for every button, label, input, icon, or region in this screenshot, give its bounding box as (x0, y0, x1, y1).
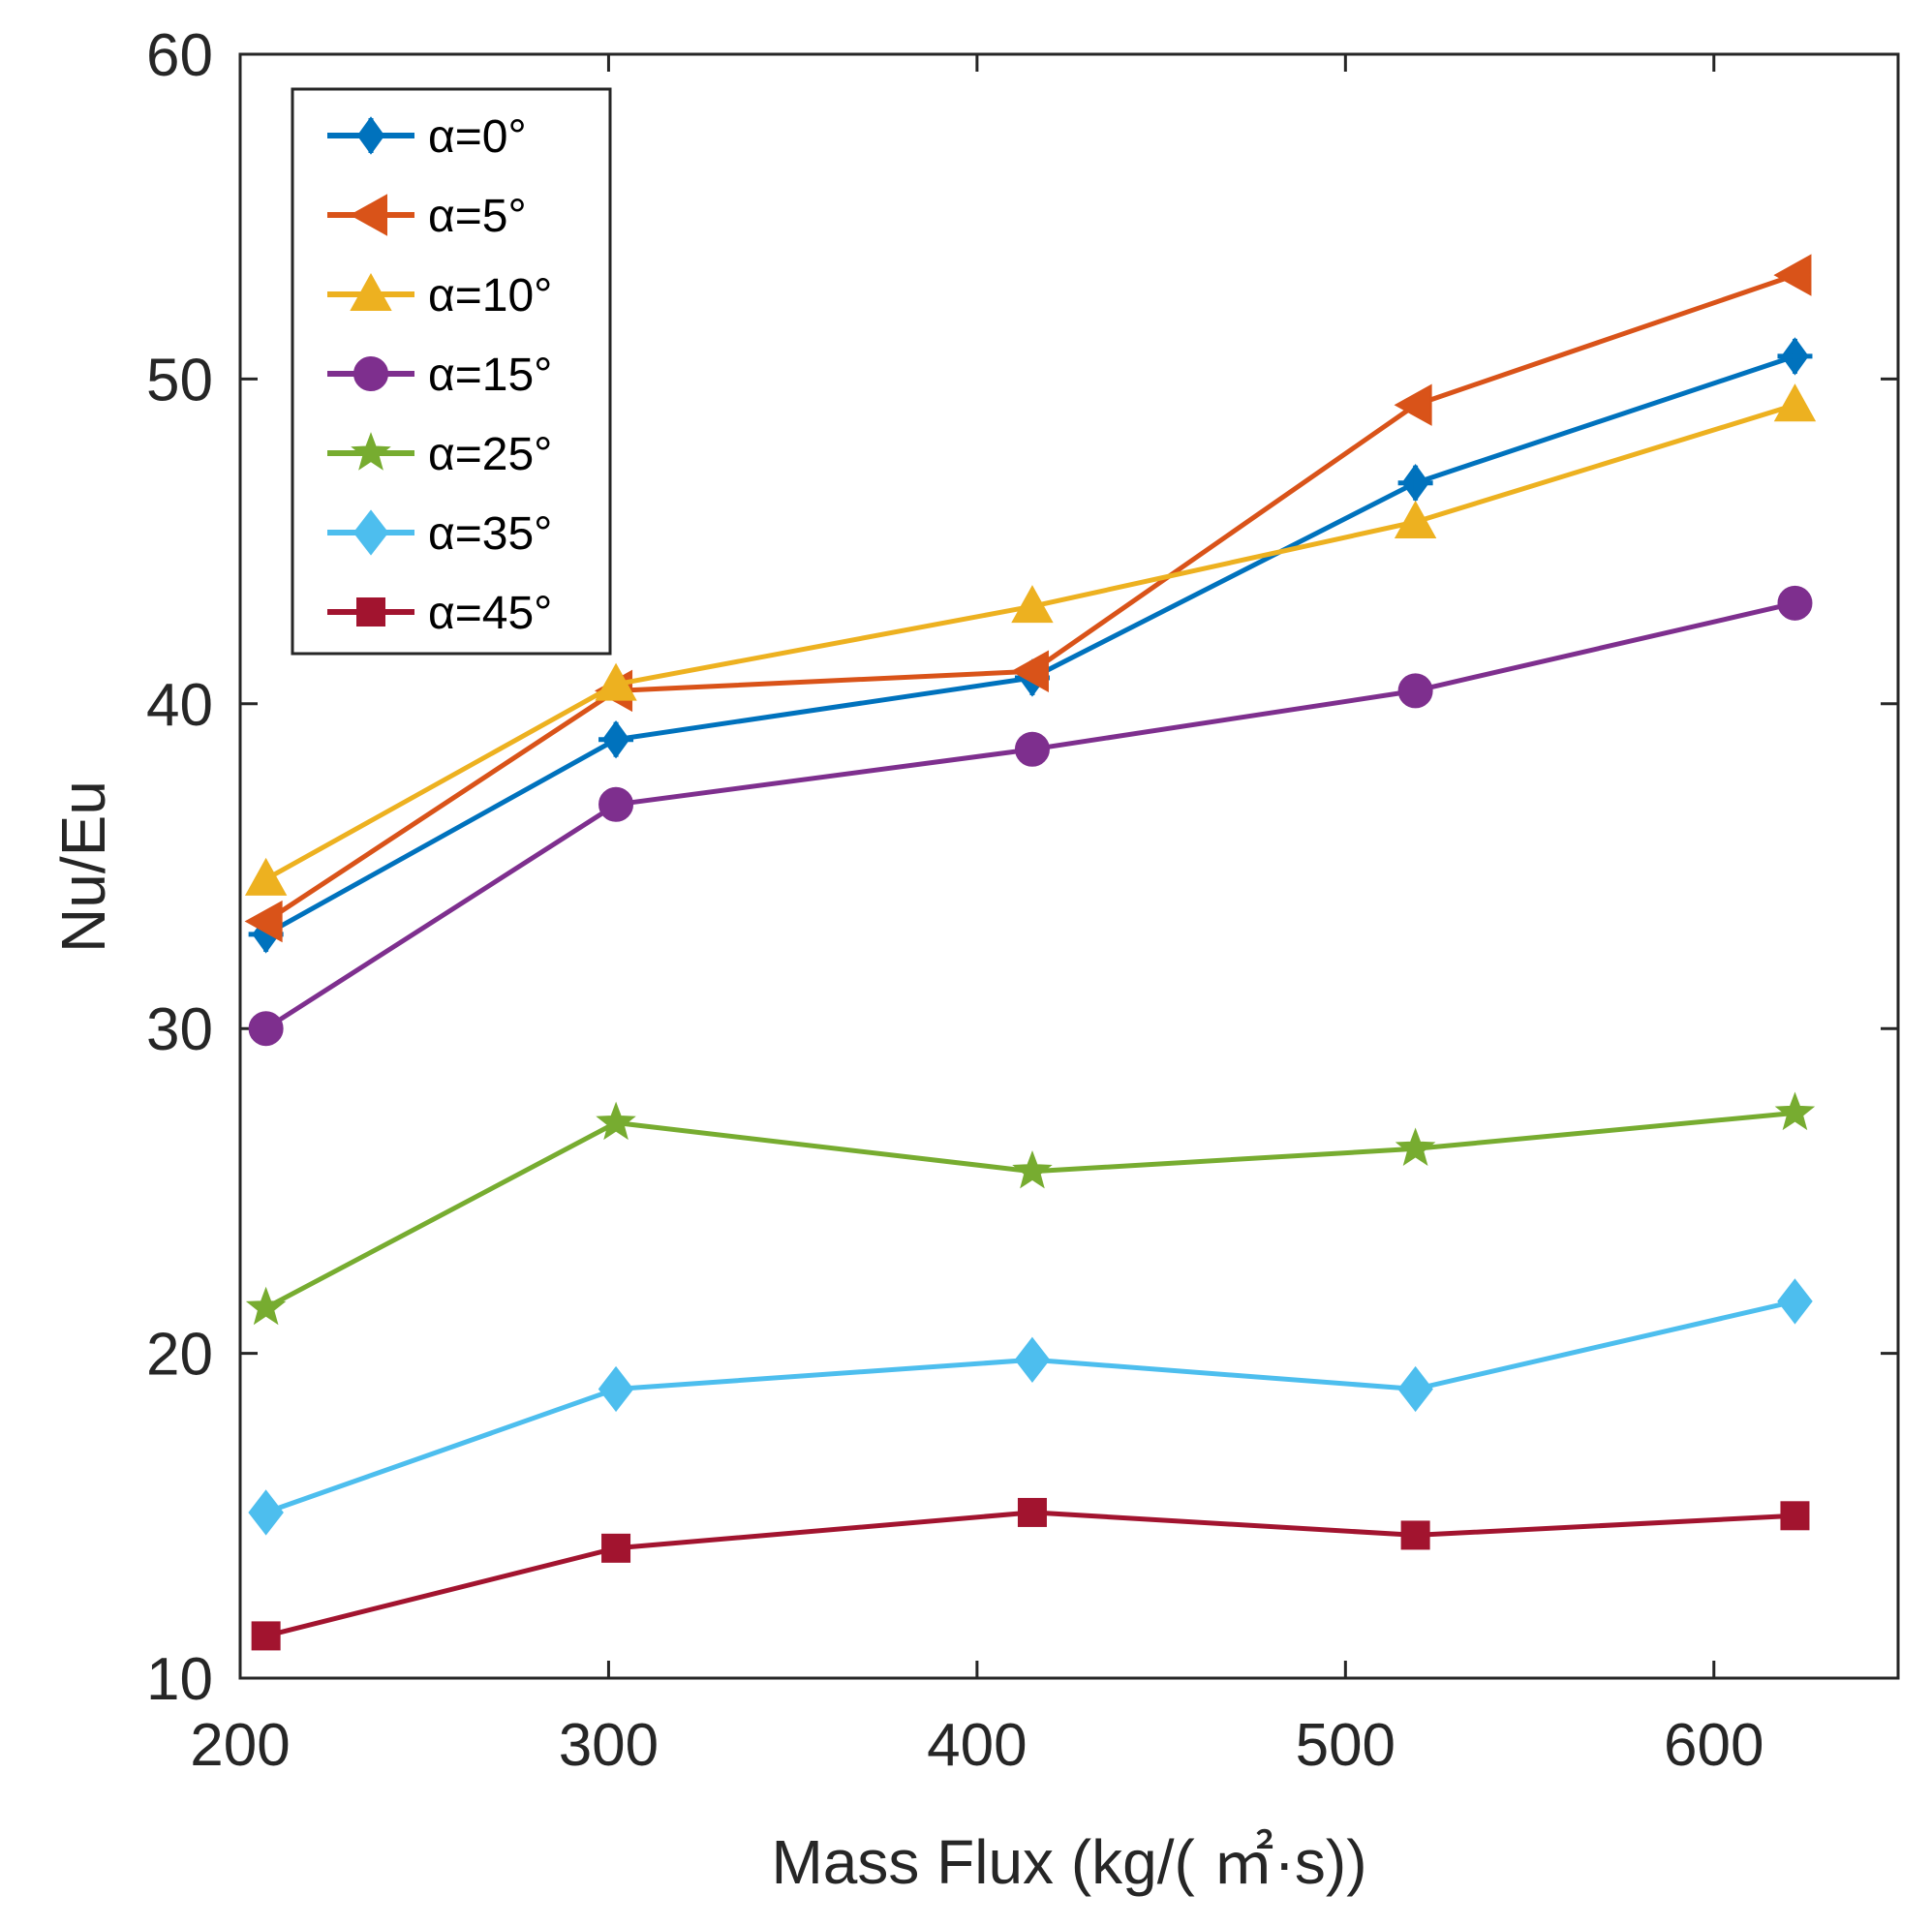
y-axis-title: Nu/Eu (48, 780, 118, 953)
data-point (1395, 1127, 1436, 1167)
legend-marker (349, 194, 387, 236)
x-tick-label: 500 (1296, 1712, 1395, 1779)
data-point (1011, 585, 1054, 624)
legend-marker (353, 356, 388, 391)
series-4 (245, 1091, 1816, 1326)
legend-marker (350, 272, 392, 311)
data-point (1400, 1520, 1430, 1550)
legend-marker (353, 116, 388, 155)
data-point (1777, 585, 1813, 621)
legend-entry: α=5° (327, 191, 527, 242)
data-point (1010, 650, 1049, 692)
data-point (1014, 1336, 1051, 1383)
series-2 (244, 383, 1817, 896)
data-point (248, 1011, 284, 1047)
data-point (244, 900, 283, 943)
data-point (248, 1489, 284, 1536)
legend-entry: α=25° (327, 429, 552, 480)
legend-marker (351, 432, 391, 471)
data-point (245, 1286, 287, 1326)
data-point (1397, 464, 1433, 503)
legend-marker (356, 597, 385, 627)
legend-label: α=15° (428, 350, 552, 401)
legend-entry: α=35° (327, 508, 552, 560)
legend-label: α=25° (428, 429, 552, 480)
series-6 (251, 1497, 1810, 1651)
x-tick-label: 400 (927, 1712, 1027, 1779)
data-point (1397, 1365, 1433, 1413)
legend-box (291, 87, 612, 656)
data-point (596, 1101, 636, 1141)
data-point (1014, 731, 1050, 767)
series-1 (244, 254, 1812, 943)
x-tick-label: 600 (1664, 1712, 1763, 1779)
legend-label: α=10° (428, 270, 552, 321)
data-point (1397, 673, 1433, 709)
data-point (1780, 1501, 1810, 1531)
series-5 (248, 1278, 1813, 1536)
legend-entry: α=10° (327, 270, 552, 321)
data-point (598, 1365, 634, 1413)
legend-label: α=45° (428, 588, 552, 639)
legend-marker (353, 509, 389, 556)
y-tick-label: 60 (146, 22, 213, 89)
legend-label: α=35° (428, 508, 552, 560)
data-point (1012, 1149, 1053, 1189)
series-3 (248, 585, 1813, 1047)
y-axis-ticks: 10 20 30 40 50 60 (146, 22, 1898, 1713)
data-point (244, 857, 288, 896)
y-tick-label: 40 (146, 672, 213, 739)
data-point (601, 1533, 631, 1563)
y-tick-label: 30 (146, 996, 213, 1063)
data-point (1017, 1497, 1047, 1527)
plot-frame (238, 52, 1900, 1680)
legend: α=0° α=5° α=10° α=15° α=25° α=35° α=45° (291, 87, 612, 656)
data-point (598, 786, 634, 822)
series-layer (244, 254, 1817, 1651)
y-tick-label: 20 (146, 1322, 213, 1389)
legend-entry: α=0° (327, 111, 527, 163)
data-point (251, 1621, 281, 1651)
legend-label: α=0° (428, 111, 527, 163)
data-point (1394, 383, 1432, 426)
data-point (598, 719, 634, 759)
data-point (1777, 1278, 1813, 1325)
legend-label: α=5° (428, 191, 527, 242)
legend-entry: α=45° (327, 588, 552, 639)
x-tick-label: 200 (190, 1712, 290, 1779)
x-tick-label: 300 (559, 1712, 659, 1779)
data-point (1773, 383, 1817, 422)
data-point (1777, 337, 1813, 376)
data-point (1773, 254, 1812, 296)
data-point (1774, 1091, 1816, 1131)
y-tick-label: 50 (146, 347, 213, 413)
x-axis-title: Mass Flux (kg/( ㎡·s)) (771, 1827, 1366, 1897)
y-tick-label: 10 (146, 1646, 213, 1713)
legend-entry: α=15° (327, 350, 552, 401)
x-axis-ticks: 200 300 400 500 600 (190, 54, 1764, 1779)
data-point (1394, 500, 1437, 538)
data-point (595, 662, 637, 701)
